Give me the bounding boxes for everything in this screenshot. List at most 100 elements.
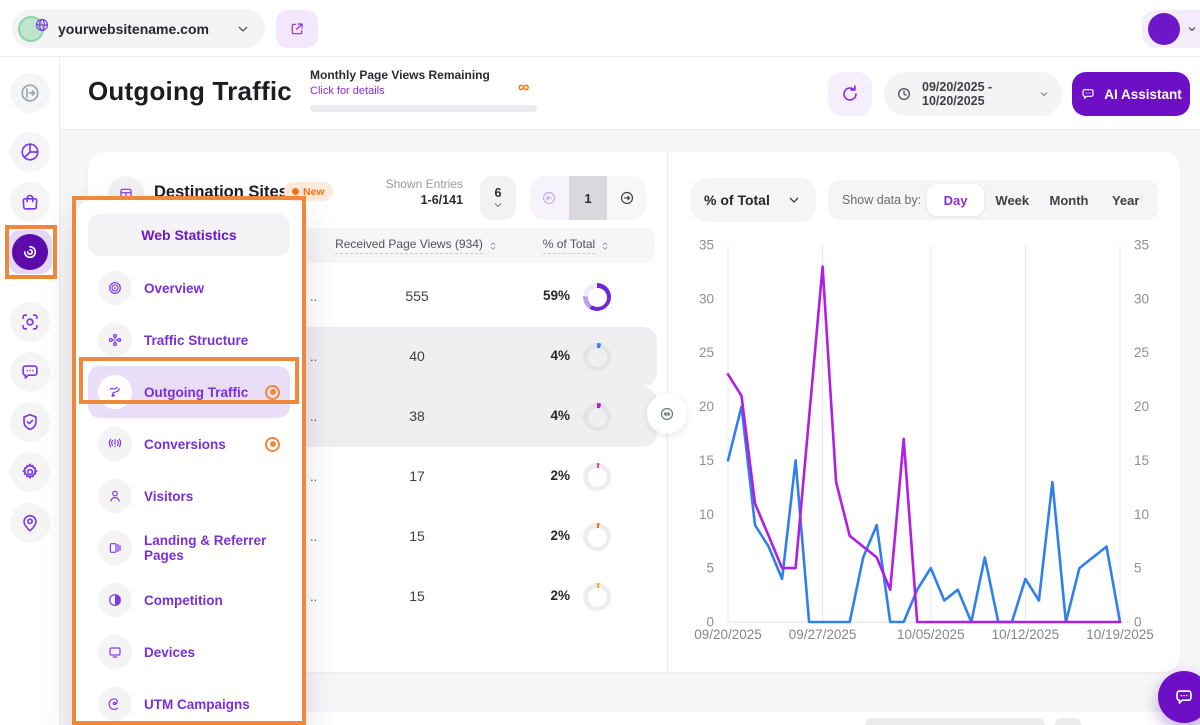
announce-icon <box>98 427 132 461</box>
sidebar-item-pie-chart[interactable] <box>10 132 50 172</box>
shown-entries-label: Shown Entries <box>385 177 463 191</box>
next-page-button[interactable] <box>607 176 646 220</box>
sidebar-item-circle-arrow-right[interactable] <box>10 73 50 113</box>
period-option-month[interactable]: Month <box>1049 192 1089 208</box>
destination-name: .. <box>310 529 318 544</box>
menu-item-competition[interactable]: Competition <box>88 574 290 626</box>
chevron-down-icon <box>1188 27 1196 31</box>
sidebar-item-chat-bubble[interactable] <box>10 352 50 392</box>
x-tick-label: 09/27/2025 <box>789 627 857 642</box>
refresh-icon <box>843 85 857 101</box>
x-tick-label: 09/20/2025 <box>694 627 762 642</box>
pie-chart-icon <box>21 143 39 161</box>
pct-donut-chart <box>583 463 611 491</box>
website-logo <box>18 14 50 44</box>
table-row[interactable]: .. 17 2% <box>96 447 657 507</box>
pct-of-total-value: 2% <box>550 468 570 483</box>
monitor-icon <box>98 635 132 669</box>
next-section-pill <box>865 718 1045 725</box>
pct-donut-chart <box>583 343 611 371</box>
menu-item-label: Visitors <box>144 488 194 504</box>
y-tick-left: 20 <box>699 399 714 414</box>
period-option-week[interactable]: Week <box>995 192 1030 208</box>
menu-item-traffic-structure[interactable]: Traffic Structure <box>88 314 290 366</box>
route-icon <box>98 375 132 409</box>
contrast-icon <box>109 594 121 606</box>
mpv-label: Monthly Page Views Remaining <box>310 68 490 82</box>
menu-item-utm-campaigns[interactable]: UTM Campaigns <box>88 678 290 725</box>
sidebar-item-shield-check[interactable] <box>10 402 50 442</box>
pagination: 1 <box>530 176 646 220</box>
spiral-icon <box>98 687 132 721</box>
column-received-page-views[interactable]: Received Page Views (934) <box>317 228 517 263</box>
table-row[interactable]: .. 15 2% <box>96 567 657 627</box>
ai-assistant-button[interactable]: AI Assistant <box>1072 72 1190 116</box>
sort-icon <box>487 240 499 252</box>
pct-donut-chart <box>583 523 611 551</box>
monitor-icon <box>109 647 121 658</box>
destination-name: .. <box>310 289 318 304</box>
menu-item-conversions[interactable]: Conversions <box>88 418 290 470</box>
support-chat-fab[interactable] <box>1158 671 1200 723</box>
pages-icon <box>98 531 132 565</box>
arrows-horizontal-icon <box>660 407 674 421</box>
globe-icon <box>34 17 50 33</box>
orange-target-marker <box>265 436 280 452</box>
overview-icon <box>109 282 121 294</box>
y-tick-right: 5 <box>1134 561 1142 576</box>
menu-item-visitors[interactable]: Visitors <box>88 470 290 522</box>
mpv-progress-bar <box>310 105 537 112</box>
period-option-day[interactable]: Day <box>927 184 984 216</box>
table-row[interactable]: .. 15 2% <box>96 507 657 567</box>
open-website-button[interactable] <box>276 10 318 48</box>
show-data-by-control: Show data by: Day Week Month Year <box>828 180 1158 220</box>
badge-dot <box>292 188 299 195</box>
sidebar <box>0 57 60 725</box>
pct-donut-chart <box>583 283 611 311</box>
ai-assistant-label: AI Assistant <box>1104 86 1182 102</box>
sidebar-item-gear[interactable] <box>10 452 50 492</box>
sidebar-item-shopping-bag[interactable] <box>10 182 50 222</box>
date-range-value: 09/20/2025 - 10/20/2025 <box>922 80 993 108</box>
received-page-views-value: 40 <box>409 348 425 364</box>
y-tick-right: 10 <box>1134 507 1149 522</box>
table-row[interactable]: .. 555 59% <box>96 267 657 327</box>
menu-item-outgoing-traffic[interactable]: Outgoing Traffic <box>88 366 290 418</box>
menu-item-label: Traffic Structure <box>144 332 249 348</box>
radar-icon <box>23 245 37 259</box>
prev-page-button[interactable] <box>530 176 569 220</box>
y-tick-left: 0 <box>706 615 714 630</box>
menu-item-landing-referrer-pages[interactable]: Landing & Referrer Pages <box>88 522 290 574</box>
menu-item-devices[interactable]: Devices <box>88 626 290 678</box>
sidebar-item-focus-target[interactable] <box>10 302 50 342</box>
website-selector[interactable]: yourwebsitename.com <box>12 9 265 48</box>
external-link-icon <box>291 23 303 35</box>
y-tick-right: 15 <box>1134 453 1149 468</box>
user-menu[interactable] <box>1142 10 1200 48</box>
column-pct-of-total[interactable]: % of Total <box>512 228 642 263</box>
chart-metric-select[interactable]: % of Total <box>690 178 816 222</box>
sidebar-item-radar-active[interactable] <box>8 230 52 274</box>
page-title: Outgoing Traffic <box>88 76 292 106</box>
clock-icon <box>896 86 912 102</box>
website-name: yourwebsitename.com <box>58 20 209 37</box>
mpv-details-link[interactable]: Click for details <box>310 85 385 97</box>
period-option-year[interactable]: Year <box>1111 192 1140 208</box>
x-tick-label: 10/12/2025 <box>992 627 1060 642</box>
page-size-select[interactable]: 6 <box>480 176 516 220</box>
date-range-picker[interactable]: 09/20/2025 - 10/20/2025 <box>884 72 1062 116</box>
menu-item-overview[interactable]: Overview <box>88 262 290 314</box>
received-page-views-value: 38 <box>409 408 425 424</box>
chat-bubble-icon <box>22 365 38 379</box>
sidebar-item-map-pin[interactable] <box>10 503 50 543</box>
chevron-down-icon <box>492 199 504 211</box>
next-section-card <box>88 712 1180 725</box>
person-icon <box>110 490 120 502</box>
circle-arrow-right-icon <box>21 84 39 102</box>
page-size-value: 6 <box>494 185 502 200</box>
refresh-button[interactable] <box>828 72 872 116</box>
resize-panels-button[interactable] <box>647 394 687 434</box>
shown-entries: Shown Entries 1-6/141 <box>338 177 463 207</box>
current-page: 1 <box>568 176 608 220</box>
chevron-down-icon <box>786 192 802 208</box>
